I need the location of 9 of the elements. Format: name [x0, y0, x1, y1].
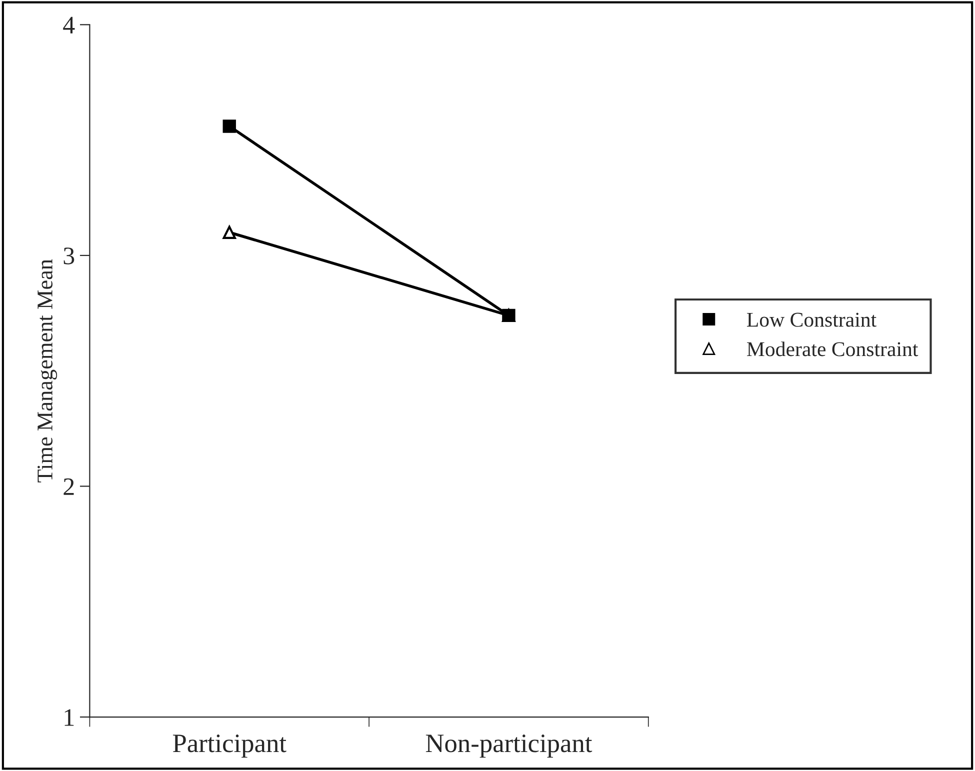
y-axis-title: Time Management Mean	[38, 259, 58, 482]
y-tick-label: 2	[64, 478, 74, 495]
x-tick-label: Participant	[172, 734, 286, 758]
y-tick-label: 3	[64, 248, 74, 264]
y-tick-label: 4	[63, 16, 75, 34]
legend-label: Low Constraint	[746, 312, 876, 327]
x-tick-label: Non-participant	[426, 734, 592, 758]
y-tick-label: 1	[64, 709, 74, 726]
legend-label: Moderate Constraint	[746, 342, 918, 356]
